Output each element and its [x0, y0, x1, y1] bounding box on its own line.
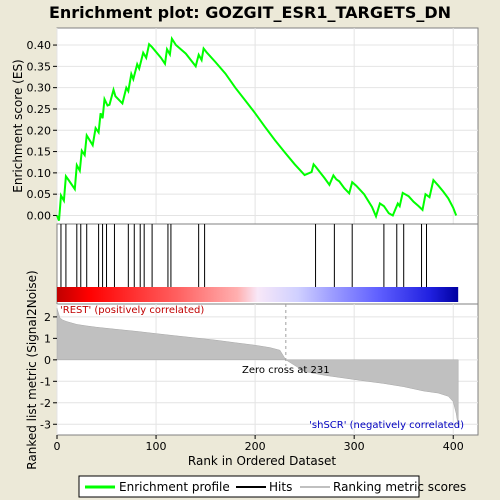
x-tick-label: 100	[146, 440, 167, 453]
es-y-axis: 0.00 0.05 0.10 0.15 0.20 0.25 0.30 0.35 0.40	[27, 39, 57, 222]
x-tick-label: 400	[443, 440, 464, 453]
rank-color-bar	[57, 287, 459, 302]
es-y-tick-label: 0.10	[27, 167, 52, 180]
es-y-tick-label: 0.20	[27, 124, 52, 137]
es-y-tick-label: 0.40	[27, 39, 52, 52]
es-y-tick-label: 0.00	[27, 209, 52, 222]
x-tick-label: 0	[54, 440, 61, 453]
metric-y-tick-label: -3	[40, 418, 51, 431]
legend-metric-label: Ranking metric scores	[333, 480, 466, 494]
es-y-tick-label: 0.30	[27, 82, 52, 95]
metric-y-tick-label: 0	[44, 354, 51, 367]
es-panel	[56, 27, 479, 225]
es-y-tick-label: 0.25	[27, 103, 52, 116]
es-y-tick-label: 0.15	[27, 146, 52, 159]
metric-y-axis: -3 -2 -1 0 1 2	[40, 311, 57, 431]
es-y-tick-label: 0.05	[27, 188, 52, 201]
metric-y-tick-label: 1	[44, 332, 51, 345]
legend-hits-label: Hits	[269, 480, 292, 494]
legend: Enrichment profile Hits Ranking metric s…	[78, 475, 466, 498]
ranking-metric-area	[56, 308, 459, 427]
legend-profile-label: Enrichment profile	[119, 480, 230, 494]
x-axis: 0 100 200 300 400	[54, 435, 464, 453]
chart-title: Enrichment plot: GOZGIT_ESR1_TARGETS_DN	[49, 3, 451, 22]
x-tick-label: 200	[245, 440, 266, 453]
positive-correlation-label: 'REST' (positively correlated)	[60, 305, 204, 316]
negative-correlation-label: 'shSCR' (negatively correlated)	[309, 420, 464, 431]
es-grid	[56, 28, 478, 224]
metric-y-tick-label: -1	[40, 375, 51, 388]
metric-y-tick-label: 2	[44, 311, 51, 324]
es-y-tick-label: 0.35	[27, 60, 52, 73]
hit-markers	[60, 224, 427, 287]
x-axis-label: Rank in Ordered Dataset	[188, 454, 336, 468]
zero-cross-label: Zero cross at 231	[242, 365, 330, 376]
metric-axis-label: Ranked list metric (Signal2Noise)	[25, 270, 39, 469]
x-tick-label: 300	[344, 440, 365, 453]
es-axis-label: Enrichment score (ES)	[11, 59, 25, 192]
enrichment-profile-line	[56, 35, 458, 221]
metric-y-tick-label: -2	[40, 397, 51, 410]
